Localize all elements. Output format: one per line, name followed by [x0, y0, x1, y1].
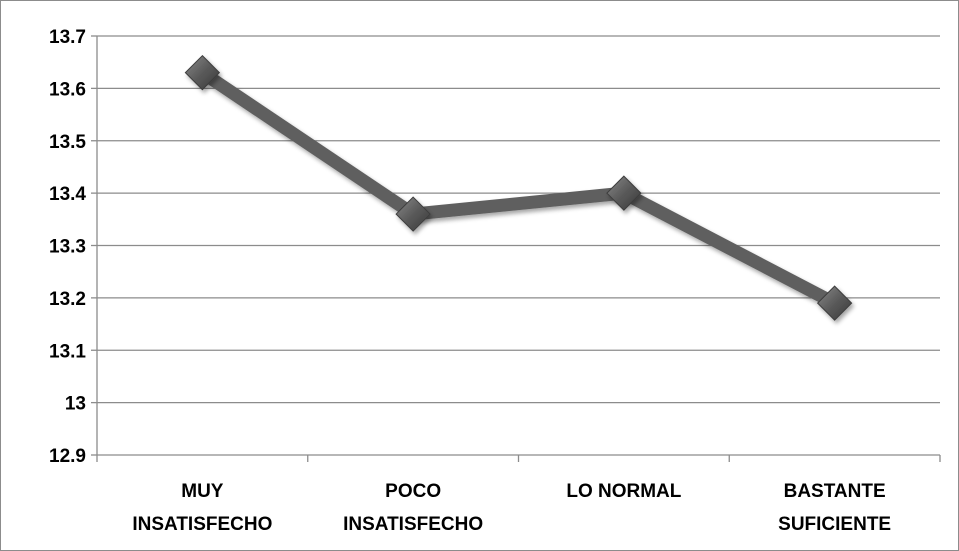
- series-line: [195, 66, 842, 310]
- data-point-marker: [184, 54, 221, 91]
- y-tick-label: 13: [65, 394, 86, 415]
- y-tick-label: 13.3: [49, 237, 86, 258]
- y-tick-label: 12.9: [49, 446, 86, 467]
- data-point-marker: [395, 196, 431, 232]
- data-markers: [184, 54, 853, 321]
- y-tick-label: 13.7: [49, 27, 86, 48]
- x-category-label: SUFICIENTE: [778, 514, 891, 535]
- data-point-marker: [816, 285, 853, 321]
- x-category-label: INSATISFECHO: [132, 514, 272, 535]
- axes: [91, 35, 941, 462]
- y-tick-label: 13.2: [49, 289, 86, 310]
- y-tick-label: 13.4: [49, 184, 86, 205]
- y-axis-tick-labels: 12.9 13 13.1 13.2 13.3 13.4 13.5 13.6 13.7: [49, 27, 86, 467]
- y-tick-label: 13.5: [49, 132, 86, 153]
- data-point-marker: [606, 175, 642, 211]
- x-category-label: BASTANTE: [784, 481, 886, 502]
- x-category-label: POCO: [385, 481, 441, 502]
- x-category-label: MUY: [181, 481, 224, 502]
- x-axis-category-labels: MUY INSATISFECHO POCO INSATISFECHO LO NORMAL…: [132, 481, 891, 535]
- gridlines: [97, 35, 940, 404]
- x-category-label: LO NORMAL: [566, 481, 681, 502]
- series-line: [195, 66, 842, 310]
- y-tick-label: 13.1: [49, 341, 86, 362]
- y-tick-label: 13.6: [49, 79, 86, 100]
- x-category-label: INSATISFECHO: [343, 514, 483, 535]
